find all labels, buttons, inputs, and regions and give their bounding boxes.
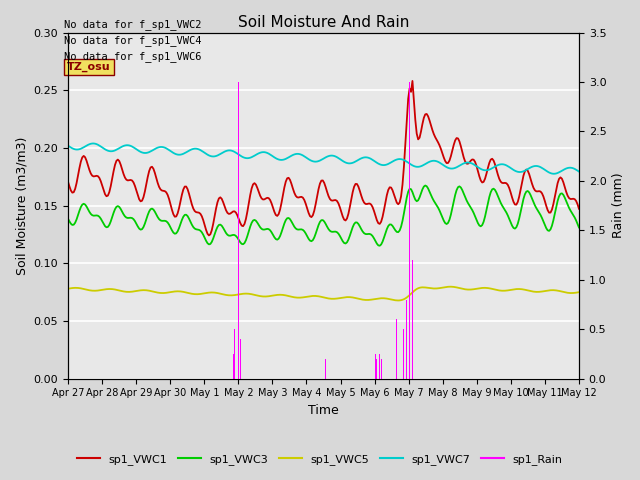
Text: No data for f_sp1_VWC6: No data for f_sp1_VWC6 [64, 51, 202, 62]
Text: No data for f_sp1_VWC4: No data for f_sp1_VWC4 [64, 35, 202, 46]
Text: No data for f_sp1_VWC2: No data for f_sp1_VWC2 [64, 19, 202, 30]
Bar [412, 260, 413, 379]
Bar [409, 82, 410, 379]
Bar [233, 354, 234, 379]
X-axis label: Time: Time [308, 404, 339, 417]
Y-axis label: Soil Moisture (m3/m3): Soil Moisture (m3/m3) [15, 136, 28, 275]
Text: TZ_osu: TZ_osu [67, 61, 111, 72]
Bar [376, 359, 378, 379]
Bar [234, 329, 235, 379]
Y-axis label: Rain (mm): Rain (mm) [612, 173, 625, 239]
Bar [325, 359, 326, 379]
Legend: sp1_VWC1, sp1_VWC3, sp1_VWC5, sp1_VWC7, sp1_Rain: sp1_VWC1, sp1_VWC3, sp1_VWC5, sp1_VWC7, … [73, 450, 567, 469]
Bar [396, 319, 397, 379]
Bar [375, 354, 376, 379]
Bar [238, 82, 239, 379]
Bar [406, 300, 407, 379]
Bar [240, 339, 241, 379]
Bar [403, 329, 404, 379]
Title: Soil Moisture And Rain: Soil Moisture And Rain [238, 15, 409, 30]
